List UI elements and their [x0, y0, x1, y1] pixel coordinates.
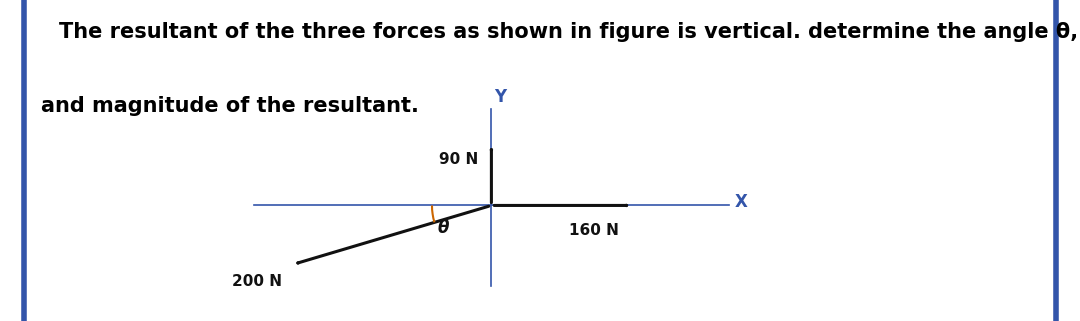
Text: and magnitude of the resultant.: and magnitude of the resultant.	[41, 96, 419, 116]
Text: θ: θ	[437, 219, 448, 237]
Text: Y: Y	[494, 88, 507, 106]
Text: 200 N: 200 N	[232, 274, 282, 289]
Text: 160 N: 160 N	[569, 223, 619, 238]
Text: The resultant of the three forces as shown in figure is vertical. determine the : The resultant of the three forces as sho…	[59, 22, 1079, 42]
Text: 90 N: 90 N	[440, 152, 478, 167]
Text: X: X	[734, 193, 747, 211]
